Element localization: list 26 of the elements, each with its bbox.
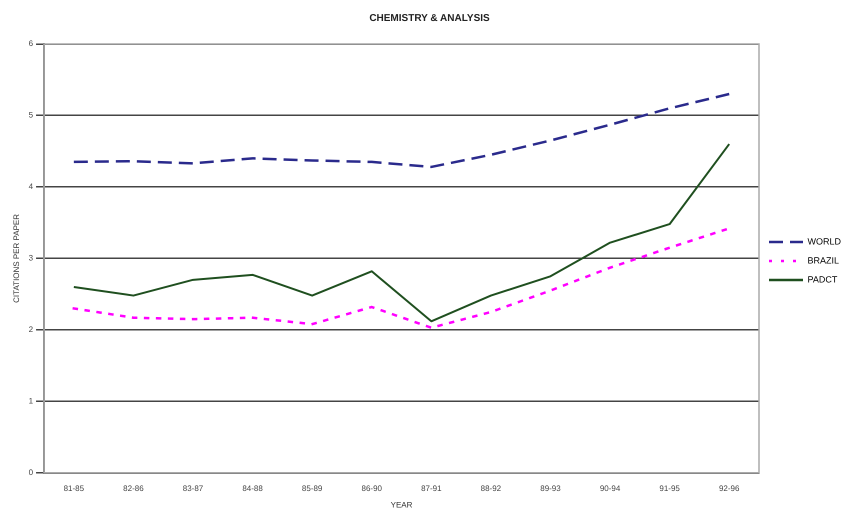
x-tick-label: 87-91 (421, 484, 442, 493)
x-tick-label: 90-94 (600, 484, 621, 493)
x-tick-label: 92-96 (718, 484, 740, 493)
x-tick-label: 84-88 (242, 484, 264, 493)
y-tick-label: 3 (28, 254, 34, 263)
x-tick-label: 91-95 (659, 484, 680, 493)
x-tick-label: 82-86 (123, 484, 144, 493)
x-tick-label: 83-87 (182, 484, 204, 493)
y-tick-label: 5 (28, 110, 34, 120)
y-tick-label: 0 (28, 468, 34, 478)
y-tick-label: 2 (28, 325, 34, 334)
y-tick-label: 4 (28, 182, 34, 192)
chart-title: CHEMISTRY & ANALYSIS (369, 12, 490, 24)
x-tick-label: 81-85 (64, 484, 85, 493)
legend-label: BRAZIL (808, 255, 840, 266)
x-axis-title: YEAR (390, 500, 413, 510)
x-tick-label: 86-90 (362, 484, 383, 493)
y-axis-title: CITATIONS PER PAPER (12, 214, 22, 303)
x-tick-label: 85-89 (302, 484, 323, 493)
y-tick-label: 6 (28, 39, 34, 48)
legend-label: PADCT (808, 274, 838, 284)
line-series (72, 92, 730, 168)
x-tick-label: 88-92 (480, 484, 502, 493)
legend-label: WORLD (808, 236, 842, 246)
y-tick-label: 1 (28, 396, 34, 406)
x-tick-label: 89-93 (540, 484, 562, 493)
